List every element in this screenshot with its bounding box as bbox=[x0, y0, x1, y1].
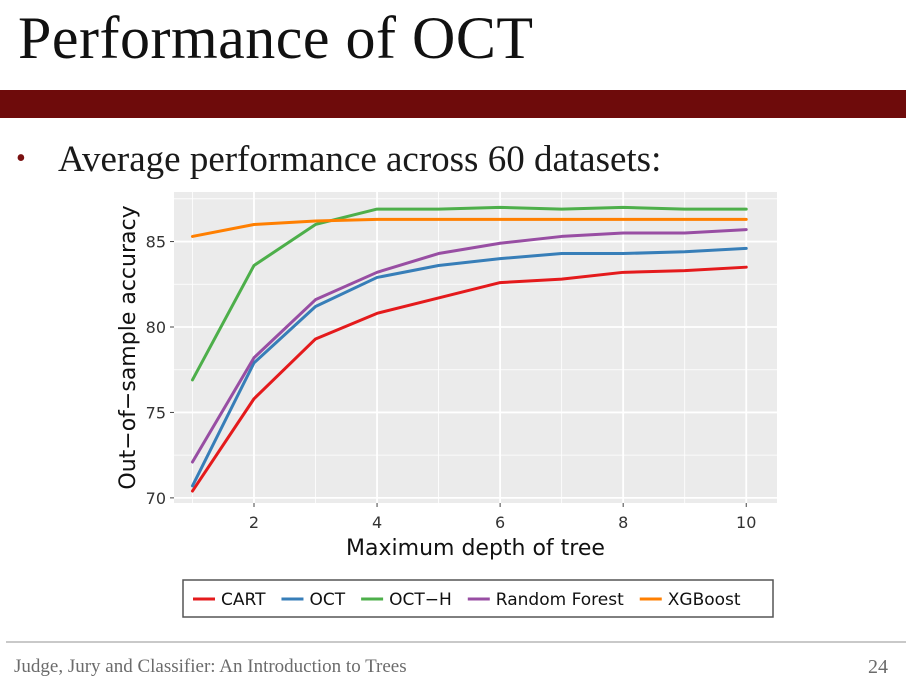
legend-label-0: CART bbox=[221, 590, 266, 610]
bullet-icon: • bbox=[16, 143, 26, 174]
x-tick-label: 4 bbox=[372, 513, 382, 532]
y-tick-label: 75 bbox=[146, 403, 166, 422]
x-tick-label: 10 bbox=[736, 513, 756, 532]
legend-label-1: OCT bbox=[309, 590, 345, 610]
y-tick-label: 80 bbox=[146, 318, 166, 337]
plot-panel bbox=[174, 192, 777, 503]
axis-ticks: 2 4 6 8 10 70 75 80 85 bbox=[146, 233, 757, 532]
line-chart: 2 4 6 8 10 70 75 80 85 Maximum depth of tree Out… bbox=[116, 192, 777, 618]
legend-label-4: XGBoost bbox=[668, 590, 741, 610]
legend-label-3: Random Forest bbox=[496, 590, 624, 610]
y-tick-label: 70 bbox=[146, 489, 166, 508]
slide-title: Performance of OCT bbox=[18, 5, 534, 71]
bullet-point: • Average performance across 60 datasets: bbox=[16, 138, 661, 181]
legend: CART OCT OCT−H Random Forest XGBoost bbox=[182, 579, 774, 618]
series-line-1 bbox=[190, 246, 748, 488]
y-axis-title: Out−of−sample accuracy bbox=[116, 205, 141, 489]
y-tick-label: 85 bbox=[146, 233, 166, 252]
series-line-3 bbox=[190, 228, 748, 464]
bullet-text: Average performance across 60 datasets: bbox=[58, 139, 662, 180]
series-lines bbox=[190, 205, 748, 493]
x-axis-title: Maximum depth of tree bbox=[346, 536, 605, 561]
footer-divider bbox=[6, 641, 906, 643]
x-tick-label: 2 bbox=[249, 513, 259, 532]
x-tick-label: 8 bbox=[618, 513, 628, 532]
x-tick-label: 6 bbox=[495, 513, 505, 532]
page-number: 24 bbox=[868, 656, 888, 678]
legend-label-2: OCT−H bbox=[389, 590, 452, 610]
series-line-4 bbox=[190, 217, 748, 238]
footer-text: Judge, Jury and Classifier: An Introduct… bbox=[14, 656, 407, 677]
series-line-0 bbox=[190, 265, 748, 493]
grid-lines bbox=[174, 192, 777, 503]
title-accent-bar bbox=[0, 90, 906, 118]
series-line-2 bbox=[190, 205, 748, 382]
